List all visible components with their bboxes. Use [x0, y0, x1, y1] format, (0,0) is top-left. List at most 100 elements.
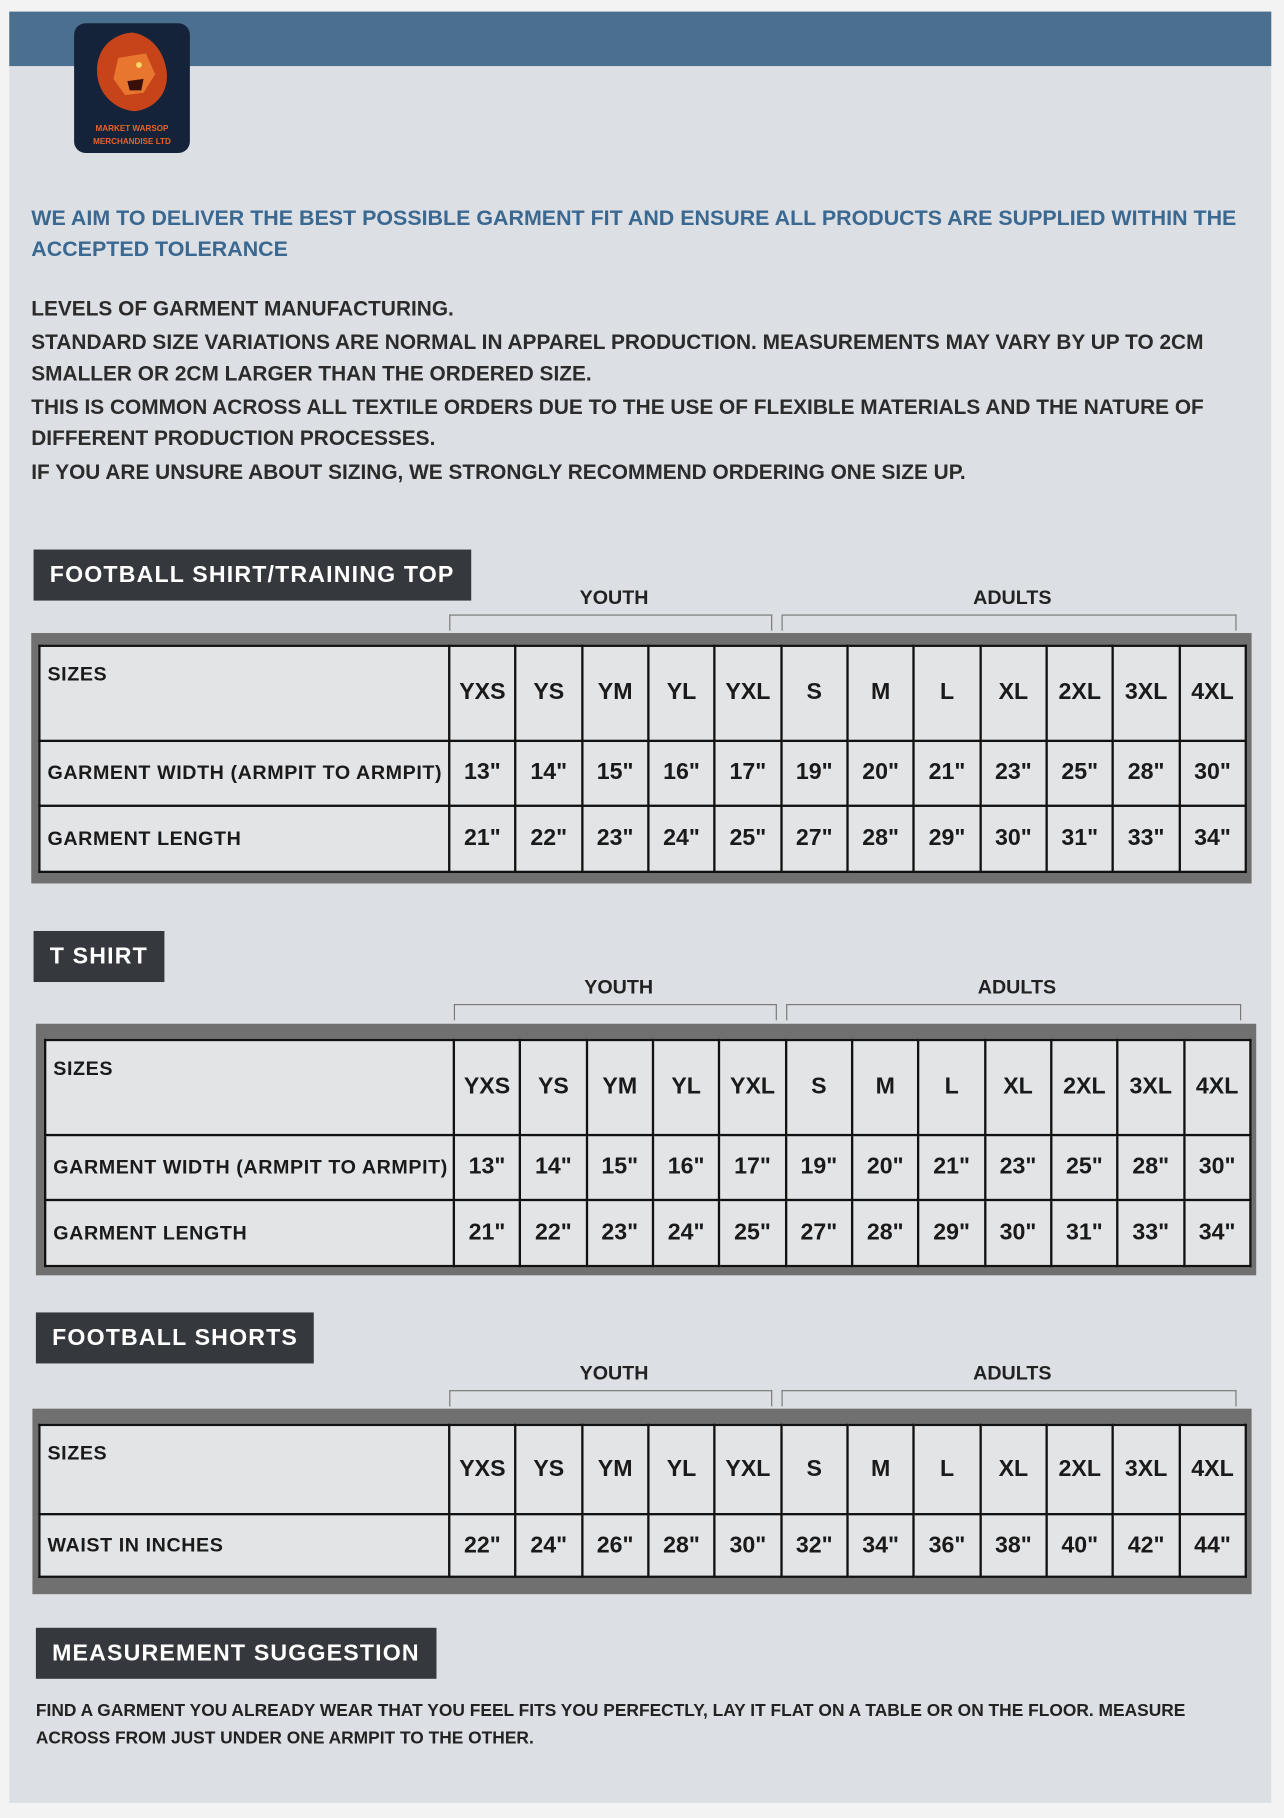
cell: M: [846, 644, 916, 742]
cell: 34": [846, 1513, 916, 1578]
cell: 3XL: [1111, 1423, 1181, 1516]
cell: 14": [514, 739, 584, 808]
row-label: SIZES: [43, 1038, 456, 1136]
cell: 28": [1116, 1133, 1186, 1202]
cell: 17": [713, 739, 783, 808]
size-table: SIZES YXS YS YM YL YXL S M L XL 2XL 3XL 4XL GARMENT W…: [43, 1038, 1252, 1268]
group-bracket: [449, 1390, 772, 1407]
cell: 2XL: [1045, 644, 1115, 742]
cell: YXS: [448, 644, 517, 742]
row-label: GARMENT LENGTH: [43, 1199, 456, 1268]
cell: YXS: [448, 1423, 517, 1516]
cell: 13": [448, 739, 517, 808]
cell: 25": [718, 1199, 787, 1268]
cell: 22": [514, 804, 584, 874]
cell: S: [779, 644, 849, 742]
cell: 24": [647, 804, 716, 874]
measurement-text: FIND A GARMENT YOU ALREADY WEAR THAT YOU…: [35, 1700, 1186, 1749]
table-row: GARMENT LENGTH 21" 22" 23" 24" 25" 27" 28" 29" 30…: [43, 1199, 1252, 1268]
cell: 32": [779, 1513, 849, 1578]
cell: 16": [651, 1133, 721, 1202]
intro-paragraph: LEVELS OF GARMENT MANUFACTURING.: [31, 296, 454, 320]
cell: 24": [514, 1513, 584, 1578]
cell: 26": [580, 1513, 650, 1578]
cell: 33": [1111, 804, 1181, 874]
cell: 21": [917, 1133, 987, 1202]
cell: 30": [1182, 1133, 1252, 1202]
cell: YS: [514, 1423, 584, 1516]
cell: L: [912, 644, 982, 742]
group-bracket: [785, 1004, 1242, 1021]
row-label: GARMENT WIDTH (ARMPIT TO ARMPIT): [38, 739, 451, 808]
cell: 21": [912, 739, 982, 808]
cell: 29": [912, 804, 982, 874]
cell: YXS: [452, 1038, 522, 1136]
cell: YL: [647, 1423, 716, 1516]
group-label: YOUTH: [579, 1362, 649, 1385]
table-row: GARMENT WIDTH (ARMPIT TO ARMPIT) 13" 14" 15…: [38, 739, 1247, 808]
group-label: ADULTS: [973, 1362, 1052, 1385]
cell: 19": [779, 739, 849, 808]
cell: 20": [850, 1133, 920, 1202]
logo: MARKET WARSOP MERCHANDISE LTD: [74, 23, 190, 154]
group-label: YOUTH: [579, 586, 649, 609]
size-table: SIZES YXS YS YM YL YXL S M L XL 2XL 3XL 4XL WAIST IN …: [38, 1423, 1247, 1578]
table-row: SIZES YXS YS YM YL YXL S M L XL 2XL 3XL 4XL: [43, 1038, 1252, 1136]
group-bracket: [781, 1390, 1237, 1407]
cell: YL: [651, 1038, 721, 1136]
table-row: WAIST IN INCHES 22" 24" 26" 28" 30" 32" 34" 36" 3…: [38, 1513, 1247, 1578]
table-row: SIZES YXS YS YM YL YXL S M L XL 2XL 3XL 4XL: [38, 1423, 1247, 1516]
table-body: SIZES YXS YS YM YL YXL S M L XL 2XL 3XL 4XL GARMENT W…: [38, 644, 1247, 874]
cell: 25": [713, 804, 783, 874]
cell: 23": [979, 739, 1048, 808]
cell: 16": [647, 739, 716, 808]
cell: S: [784, 1038, 854, 1136]
row-label: SIZES: [38, 644, 451, 742]
cell: YXL: [713, 1423, 783, 1516]
cell: 31": [1045, 804, 1115, 874]
cell: 27": [779, 804, 849, 874]
cell: XL: [979, 644, 1048, 742]
table-row: GARMENT LENGTH 21" 22" 23" 24" 25" 27" 28" 29" 30…: [38, 804, 1247, 874]
logo-lion: [97, 32, 167, 112]
cell: 4XL: [1178, 644, 1247, 742]
intro-paragraph: THIS IS COMMON ACROSS ALL TEXTILE ORDERS…: [31, 395, 1204, 450]
cell: YL: [647, 644, 716, 742]
cell: 29": [917, 1199, 987, 1268]
cell: 22": [519, 1199, 588, 1268]
cell: 2XL: [1050, 1038, 1119, 1136]
cell: 13": [452, 1133, 522, 1202]
cell: L: [912, 1423, 982, 1516]
cell: 40": [1045, 1513, 1115, 1578]
cell: 4XL: [1178, 1423, 1247, 1516]
cell: YM: [580, 1423, 650, 1516]
header-band: [9, 11, 1272, 67]
cell: L: [917, 1038, 987, 1136]
cell: S: [779, 1423, 849, 1516]
table-body: SIZES YXS YS YM YL YXL S M L XL 2XL 3XL 4XL GARMENT W…: [43, 1038, 1252, 1268]
cell: 3XL: [1116, 1038, 1186, 1136]
cell: 17": [718, 1133, 787, 1202]
table-row: SIZES YXS YS YM YL YXL S M L XL 2XL 3XL 4XL: [38, 644, 1247, 742]
cell: 19": [784, 1133, 854, 1202]
cell: 23": [580, 804, 650, 874]
cell: 4XL: [1182, 1038, 1252, 1136]
cell: 30": [713, 1513, 783, 1578]
row-label: GARMENT WIDTH (ARMPIT TO ARMPIT): [43, 1133, 456, 1202]
group-bracket: [781, 614, 1237, 631]
cell: 33": [1116, 1199, 1186, 1268]
headline: WE AIM TO DELIVER THE BEST POSSIBLE GARM…: [31, 205, 1237, 261]
size-table: SIZES YXS YS YM YL YXL S M L XL 2XL 3XL 4XL GARMENT W…: [38, 644, 1247, 874]
cell: 30": [983, 1199, 1053, 1268]
cell: YS: [519, 1038, 588, 1136]
cell: 30": [1178, 739, 1247, 808]
cell: 28": [1111, 739, 1181, 808]
cell: 27": [784, 1199, 854, 1268]
group-label: ADULTS: [973, 586, 1052, 609]
cell: 2XL: [1045, 1423, 1115, 1516]
section-title: T SHIRT: [33, 930, 165, 983]
cell: 24": [651, 1199, 721, 1268]
logo-text: MARKET WARSOP: [95, 125, 169, 134]
cell: YS: [514, 644, 584, 742]
